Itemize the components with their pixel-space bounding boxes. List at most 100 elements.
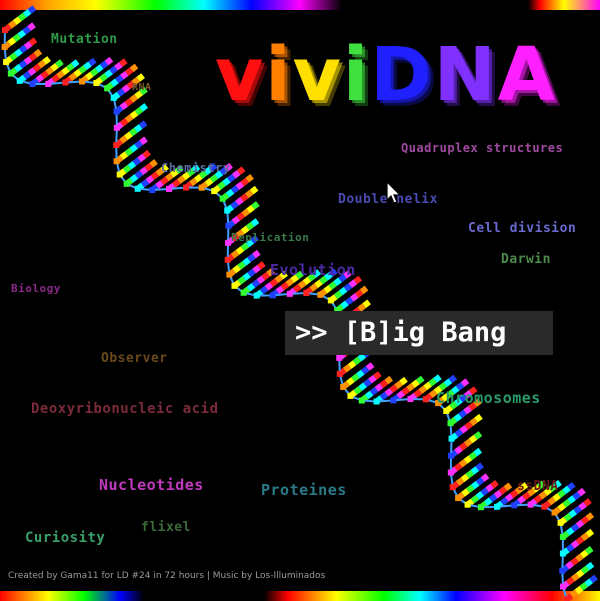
helix-rung-segment bbox=[509, 489, 519, 499]
helix-rung-segment bbox=[209, 174, 219, 183]
helix-node bbox=[373, 398, 380, 405]
helix-rung-segment bbox=[458, 409, 467, 419]
helix-rung-segment bbox=[99, 60, 109, 70]
helix-rung-segment bbox=[480, 487, 490, 496]
helix-rung-segment bbox=[548, 483, 557, 493]
helix-node bbox=[286, 290, 293, 297]
helix-rung-segment bbox=[589, 574, 598, 584]
helix-node bbox=[559, 533, 566, 540]
helix-rung-segment bbox=[459, 442, 468, 451]
helix-rung-segment bbox=[441, 393, 450, 402]
helix-rung-segment bbox=[475, 477, 485, 486]
helix-rung-segment bbox=[217, 181, 226, 190]
helix-rung-segment bbox=[231, 215, 241, 225]
logo-letter: i bbox=[265, 32, 293, 118]
helix-node bbox=[435, 400, 442, 407]
helix-node bbox=[16, 77, 23, 84]
helix-rung-segment bbox=[37, 59, 47, 69]
helix-rung-segment bbox=[12, 33, 22, 42]
helix-rung-segment bbox=[244, 189, 254, 199]
helix-rung-segment bbox=[124, 97, 134, 107]
helix-rung-segment bbox=[145, 175, 155, 184]
helix-rung-segment bbox=[252, 264, 261, 274]
helix-rung-segment bbox=[246, 204, 255, 214]
helix-rung-segment bbox=[454, 445, 463, 455]
word-chemistry: Chemistry bbox=[161, 161, 231, 175]
helix-node bbox=[231, 282, 238, 289]
helix-rung-segment bbox=[328, 281, 337, 290]
helix-rung-segment bbox=[493, 489, 503, 499]
helix-rung-segment bbox=[241, 208, 250, 218]
helix-rung-segment bbox=[133, 124, 143, 133]
helix-rung-segment bbox=[468, 451, 478, 461]
helix-rung-segment bbox=[343, 283, 353, 292]
helix-rung-segment bbox=[364, 390, 374, 400]
helix-node bbox=[93, 79, 100, 86]
helix-rung-segment bbox=[566, 576, 575, 586]
helix-node bbox=[477, 504, 484, 511]
helix-rung-segment bbox=[352, 356, 362, 366]
helix-node bbox=[149, 187, 156, 194]
helix-rung-segment bbox=[363, 378, 372, 388]
helix-rung-segment bbox=[155, 180, 164, 189]
helix-rung-segment bbox=[251, 279, 261, 288]
helix-node bbox=[557, 519, 564, 526]
helix-rung-segment bbox=[247, 253, 256, 263]
helix-rung-segment bbox=[389, 384, 398, 393]
helix-rung-segment bbox=[567, 481, 576, 491]
helix-node bbox=[211, 188, 218, 195]
credits-text: Created by Gama11 for LD #24 in 72 hours… bbox=[8, 571, 326, 581]
helix-rung-segment bbox=[353, 275, 363, 285]
helix-rung-segment bbox=[438, 382, 448, 391]
helix-rung-segment bbox=[139, 136, 148, 146]
helix-rung-segment bbox=[345, 296, 354, 306]
helix-rung-segment bbox=[124, 131, 133, 141]
helix-node bbox=[511, 502, 518, 509]
helix-rung-segment bbox=[557, 502, 567, 512]
helix-rung-segment bbox=[119, 71, 129, 80]
helix-node bbox=[559, 550, 566, 557]
helix-rung-segment bbox=[333, 290, 343, 300]
helix-rung-segment bbox=[350, 293, 359, 302]
helix-rung-segment bbox=[562, 499, 572, 508]
helix-rung-segment bbox=[121, 84, 131, 93]
helix-node bbox=[224, 256, 231, 263]
helix-rung-segment bbox=[236, 229, 245, 238]
word-replication: Replication bbox=[231, 231, 310, 244]
helix-rung-segment bbox=[109, 65, 118, 75]
helix-rung-segment bbox=[463, 455, 473, 464]
helix-node bbox=[336, 370, 343, 377]
helix-node bbox=[165, 185, 172, 192]
helix-rung-segment bbox=[359, 285, 369, 295]
helix-rung-segment bbox=[170, 169, 179, 178]
helix-rung-segment bbox=[119, 135, 128, 144]
helix-rung-segment bbox=[297, 280, 307, 289]
helix-rung-segment bbox=[252, 249, 261, 259]
helix-rung-segment bbox=[245, 238, 255, 248]
helix-rung-segment bbox=[136, 73, 145, 82]
helix-rung-segment bbox=[119, 58, 128, 67]
helix-rung-segment bbox=[463, 438, 473, 447]
helix-rung-segment bbox=[140, 178, 150, 188]
helix-rung-segment bbox=[474, 413, 483, 423]
helix-node bbox=[45, 80, 52, 87]
helix-rung-segment bbox=[27, 22, 36, 31]
helix-node bbox=[226, 271, 233, 278]
helix-rung-segment bbox=[165, 172, 174, 182]
helix-rung-segment bbox=[186, 168, 196, 177]
helix-node bbox=[336, 354, 343, 361]
helix-rung-segment bbox=[83, 61, 92, 70]
helix-node bbox=[62, 79, 69, 86]
helix-rung-segment bbox=[40, 70, 50, 79]
helix-node bbox=[113, 108, 120, 115]
helix-rung-segment bbox=[176, 175, 186, 184]
helix-rung-segment bbox=[446, 389, 455, 399]
helix-rung-segment bbox=[149, 159, 158, 168]
helix-rung-segment bbox=[324, 272, 333, 281]
big-bang-menu-option[interactable]: >> [B]ig Bang bbox=[285, 311, 553, 355]
helix-rung-segment bbox=[519, 482, 529, 491]
helix-rung-segment bbox=[88, 57, 97, 67]
helix-rung-segment bbox=[527, 488, 536, 497]
helix-rung-segment bbox=[127, 161, 137, 170]
